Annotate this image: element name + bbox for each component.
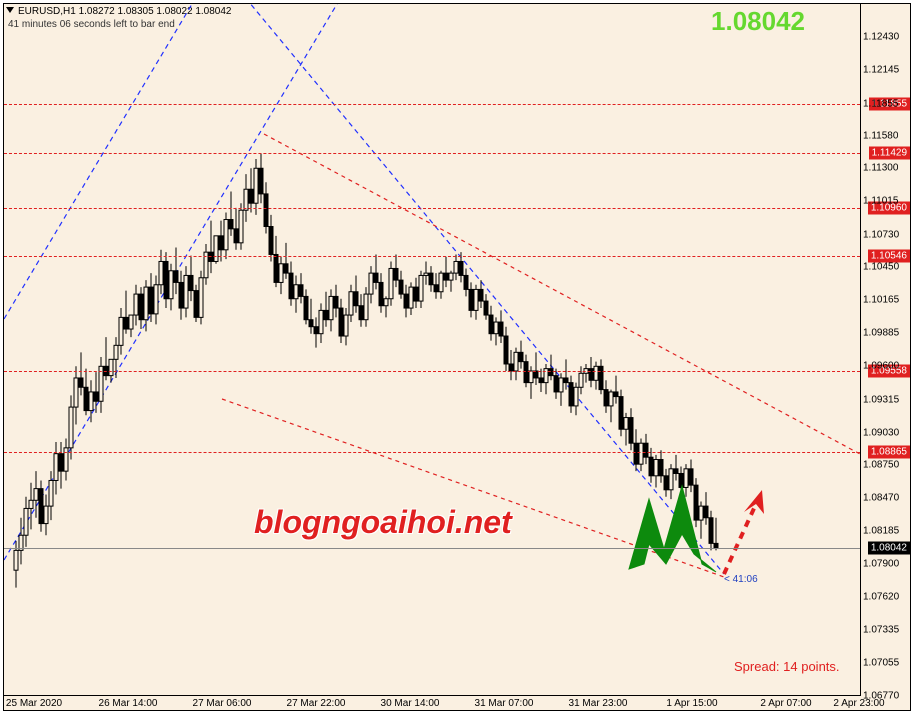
dropdown-icon [6, 7, 14, 13]
x-tick: 26 Mar 14:00 [99, 698, 158, 709]
y-tick: 1.08750 [863, 460, 899, 471]
shapes-overlay [4, 4, 860, 696]
y-tick: 1.12145 [863, 64, 899, 75]
y-tick: 1.07620 [863, 591, 899, 602]
y-tick: 1.10165 [863, 295, 899, 306]
x-tick: 2 Apr 23:00 [833, 698, 884, 709]
price-hline [4, 153, 860, 154]
bar-timer: < 41:06 [724, 574, 758, 585]
x-tick: 31 Mar 23:00 [569, 698, 628, 709]
x-tick: 2 Apr 07:00 [760, 698, 811, 709]
bar-countdown: 41 minutes 06 seconds left to bar end [8, 19, 175, 30]
x-tick: 27 Mar 22:00 [287, 698, 346, 709]
y-tick: 1.11580 [863, 130, 898, 141]
x-tick: 1 Apr 15:00 [666, 698, 717, 709]
x-tick: 30 Mar 14:00 [381, 698, 440, 709]
watermark: blogngoaihoi.net [254, 504, 512, 541]
candles-overlay [4, 4, 860, 696]
y-tick: 1.10730 [863, 229, 899, 240]
symbol-title: EURUSD,H1 1.08272 1.08305 1.08022 1.0804… [18, 6, 232, 17]
y-tick: 1.12430 [863, 31, 899, 42]
y-tick: 1.09600 [863, 361, 899, 372]
plot-area[interactable]: EURUSD,H1 1.08272 1.08305 1.08022 1.0804… [4, 4, 861, 696]
y-tick: 1.10450 [863, 262, 899, 273]
price-hline [4, 104, 860, 105]
x-tick: 27 Mar 06:00 [193, 698, 252, 709]
y-tick: 1.07900 [863, 559, 899, 570]
y-tick: 1.09885 [863, 328, 899, 339]
y-tick: 1.09030 [863, 427, 899, 438]
y-tick: 1.07055 [863, 657, 899, 668]
chart-frame: EURUSD,H1 1.08272 1.08305 1.08022 1.0804… [3, 3, 911, 711]
y-tick: 1.08470 [863, 492, 899, 503]
x-tick: 31 Mar 07:00 [475, 698, 534, 709]
y-tick: 1.08185 [863, 526, 899, 537]
trendlines-overlay [4, 4, 860, 696]
x-axis: 25 Mar 2020 26 Mar 14:00 27 Mar 06:00 27 Ma… [4, 695, 860, 710]
y-tick: 1.11300 [863, 163, 898, 174]
price-hline [4, 371, 860, 372]
y-tick: 1.09315 [863, 394, 899, 405]
y-tick: 1.11015 [863, 196, 898, 207]
price-hline [4, 548, 860, 549]
y-tick: 1.07335 [863, 625, 899, 636]
price-hline [4, 256, 860, 257]
y-tick: 1.11855 [863, 98, 898, 109]
y-axis: 1.12430 1.12145 1.11855 1.11580 1.11300 1.110… [860, 4, 910, 696]
big-price: 1.08042 [711, 6, 805, 37]
x-tick: 25 Mar 2020 [6, 698, 62, 709]
price-hline [4, 208, 860, 209]
spread-label: Spread: 14 points. [734, 659, 840, 674]
price-hline [4, 452, 860, 453]
